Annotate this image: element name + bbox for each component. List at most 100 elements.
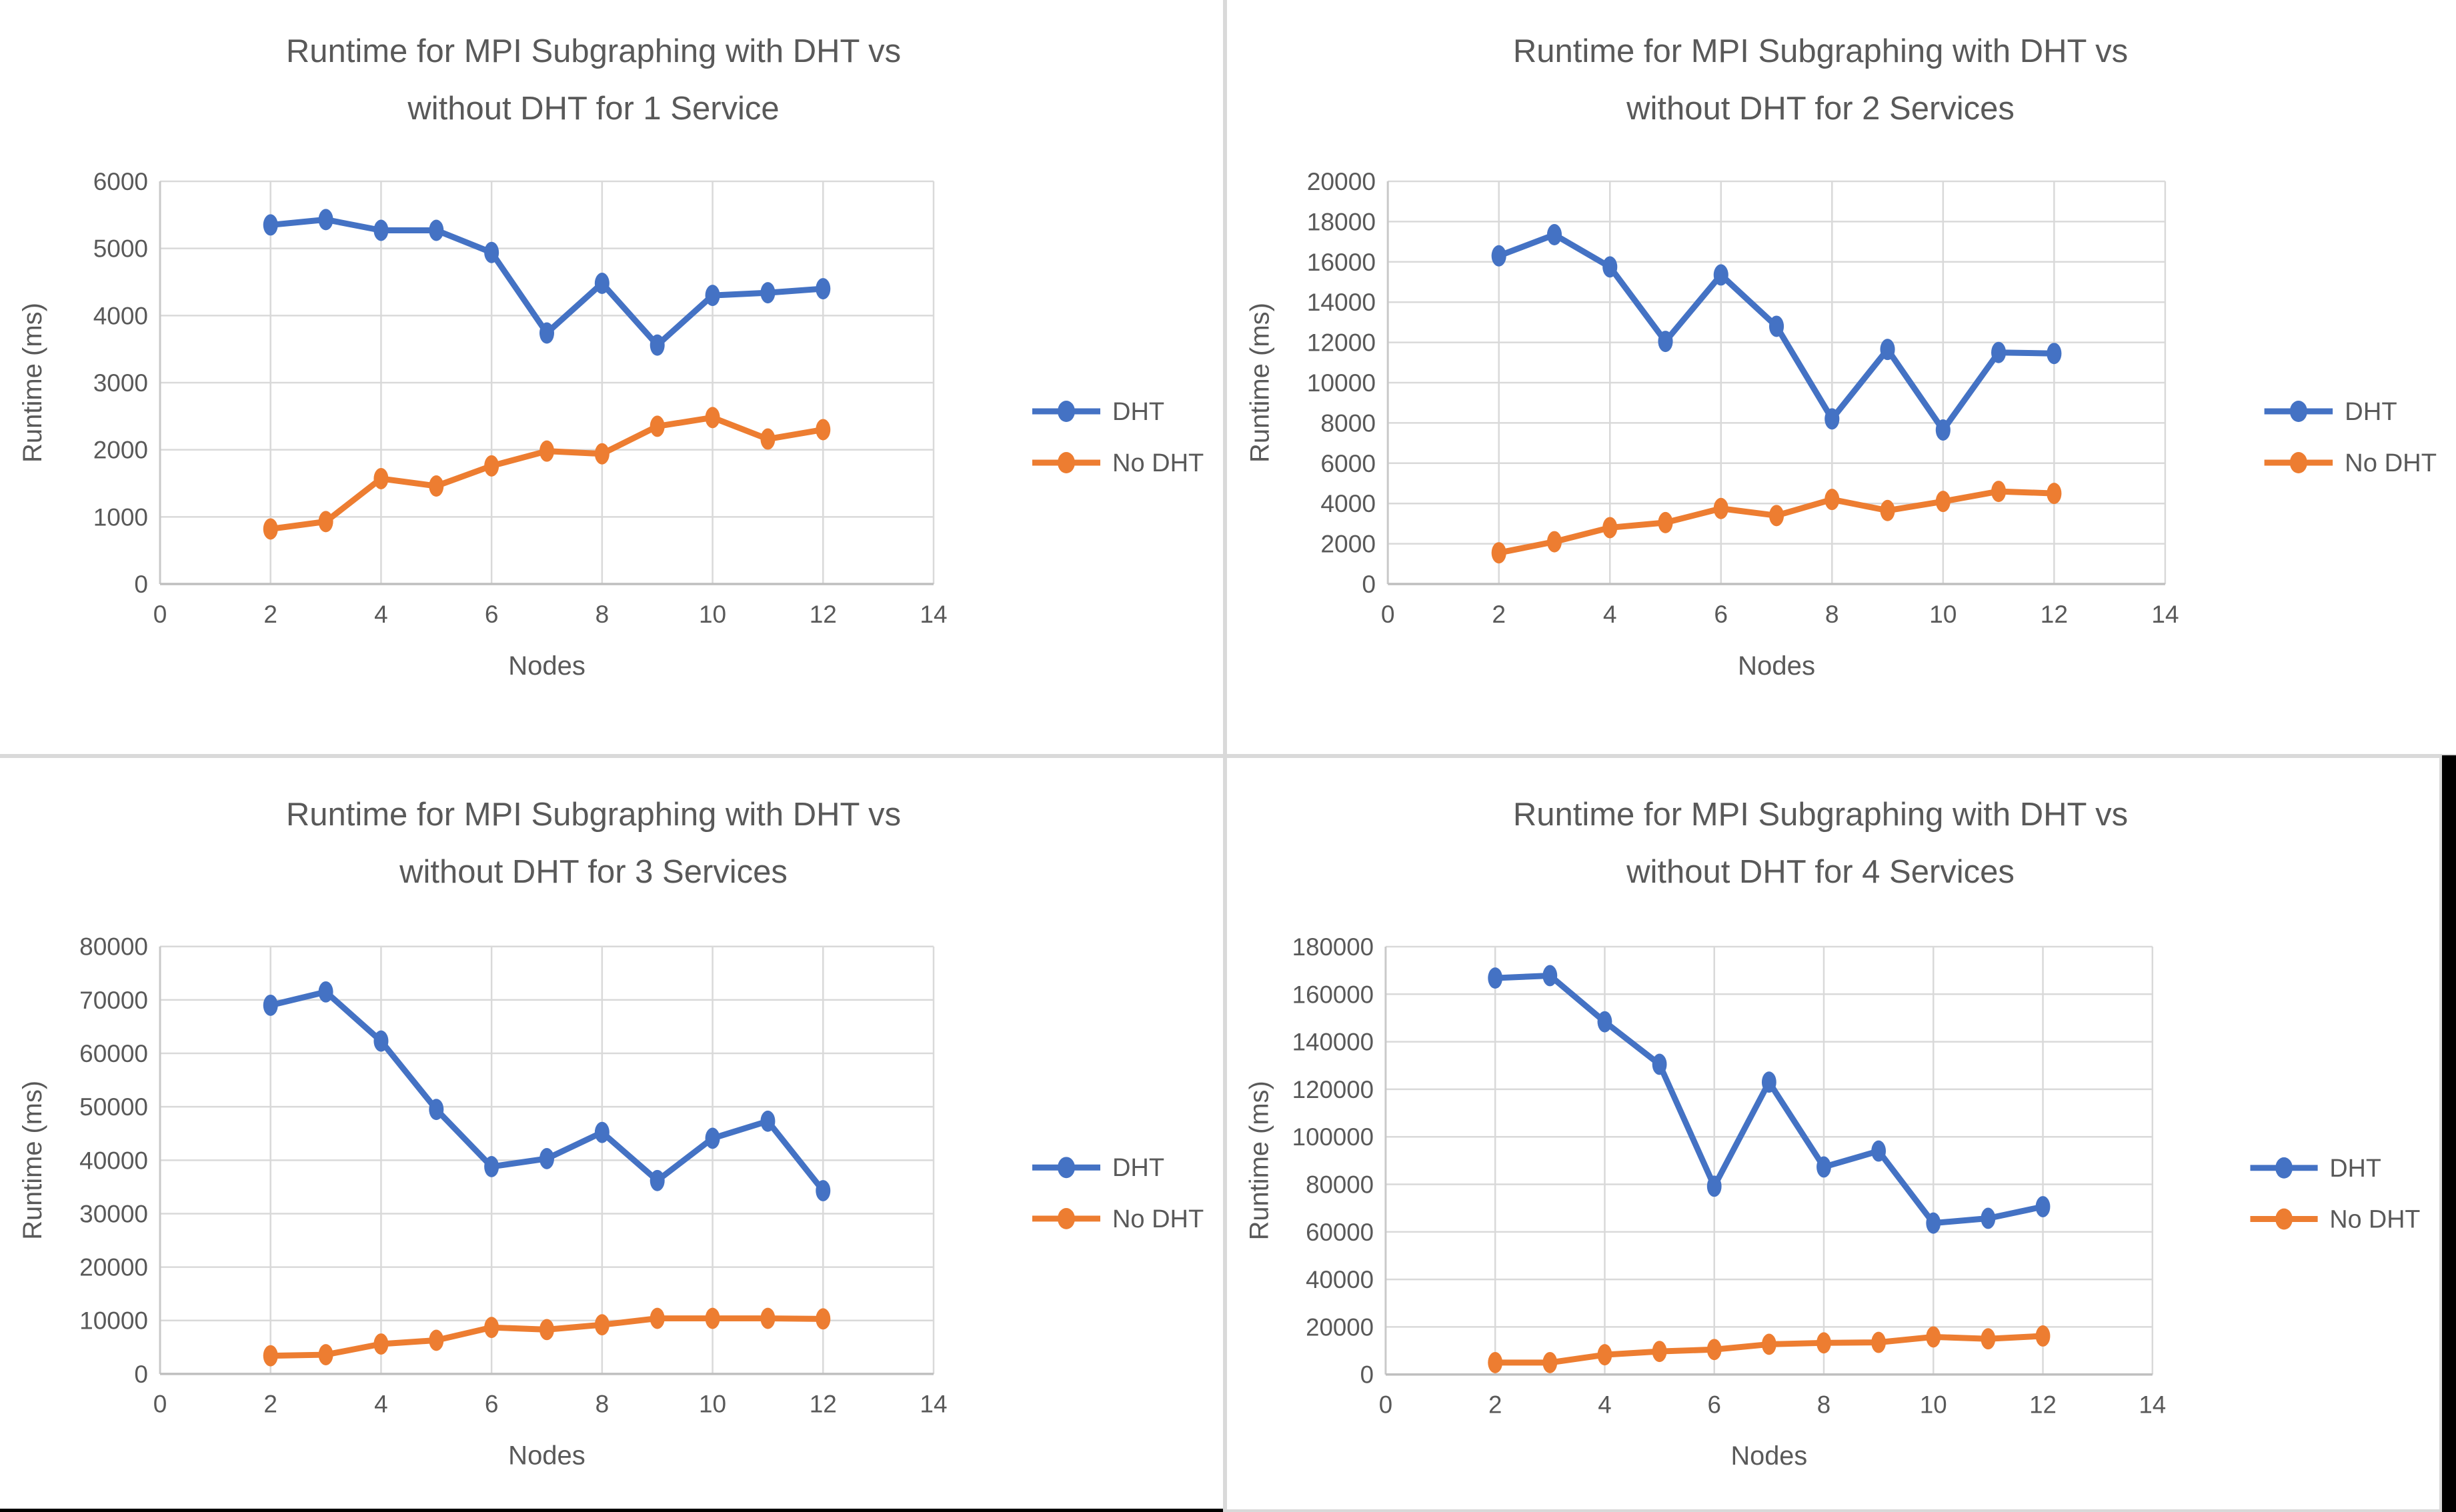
- chart-panel-3-services: Runtime for MPI Subgraphing with DHT vs …: [0, 758, 1223, 1509]
- data-point-dht: [705, 1127, 720, 1149]
- x-tick-label: 14: [2151, 600, 2179, 628]
- data-point-no-dht: [1871, 1331, 1887, 1353]
- data-point-dht: [1824, 408, 1840, 430]
- x-tick-label: 12: [810, 1391, 837, 1418]
- y-tick-label: 50000: [79, 1093, 148, 1121]
- data-point-dht: [760, 1110, 776, 1132]
- data-point-no-dht: [816, 1308, 831, 1330]
- data-point-no-dht: [1768, 505, 1784, 527]
- data-point-no-dht: [1935, 491, 1951, 513]
- data-point-dht: [594, 1121, 609, 1143]
- data-point-no-dht: [484, 455, 499, 477]
- x-axis-title: Nodes: [508, 1441, 585, 1470]
- chart-title: Runtime for MPI Subgraphing with DHT vs …: [0, 786, 1187, 901]
- y-tick-label: 80000: [79, 933, 148, 961]
- y-axis-title: Runtime (ms): [1245, 303, 1274, 463]
- data-point-dht: [429, 219, 444, 241]
- data-point-no-dht: [1652, 1341, 1667, 1363]
- legend-marker: [1058, 401, 1075, 422]
- x-tick-label: 12: [2029, 1391, 2057, 1418]
- data-point-no-dht: [2047, 483, 2062, 505]
- x-tick-label: 14: [2139, 1391, 2166, 1418]
- x-axis-title: Nodes: [508, 651, 585, 681]
- data-point-dht: [1491, 245, 1506, 267]
- data-point-dht: [2047, 343, 2062, 365]
- data-point-no-dht: [429, 475, 444, 497]
- data-point-dht: [484, 1156, 499, 1177]
- x-tick-label: 6: [1714, 600, 1728, 628]
- x-tick-label: 0: [153, 1391, 167, 1418]
- y-tick-label: 10000: [1307, 369, 1376, 397]
- data-point-dht: [1713, 264, 1728, 286]
- data-point-no-dht: [1816, 1332, 1831, 1354]
- chart-title: Runtime for MPI Subgraphing with DHT vs …: [1227, 23, 2414, 137]
- data-point-no-dht: [1991, 481, 2007, 503]
- data-point-dht: [705, 285, 720, 307]
- y-tick-label: 6000: [93, 168, 148, 195]
- y-tick-label: 40000: [1306, 1266, 1374, 1293]
- x-tick-label: 10: [699, 601, 726, 628]
- chart-title-line2: without DHT for 1 Service: [407, 91, 780, 127]
- data-point-dht: [373, 219, 389, 241]
- data-point-no-dht: [1602, 517, 1618, 539]
- x-tick-label: 8: [1825, 600, 1839, 628]
- data-point-dht: [1706, 1175, 1722, 1197]
- chart-title: Runtime for MPI Subgraphing with DHT vs …: [0, 23, 1187, 137]
- data-point-no-dht: [760, 428, 776, 450]
- y-tick-label: 180000: [1292, 933, 1374, 961]
- legend-label: No DHT: [1112, 1205, 1204, 1233]
- data-point-no-dht: [373, 467, 389, 489]
- x-tick-label: 10: [1920, 1391, 1947, 1418]
- data-point-no-dht: [2035, 1325, 2051, 1347]
- x-tick-label: 0: [1379, 1391, 1392, 1418]
- data-point-no-dht: [1926, 1326, 1941, 1348]
- data-point-dht: [1488, 967, 1503, 989]
- y-tick-label: 16000: [1307, 248, 1376, 276]
- data-point-no-dht: [263, 1345, 278, 1367]
- x-tick-label: 6: [1708, 1391, 1721, 1418]
- legend-marker: [2275, 1208, 2293, 1230]
- chart-title-line1: Runtime for MPI Subgraphing with DHT vs: [285, 33, 902, 69]
- x-tick-label: 8: [595, 601, 609, 628]
- y-tick-label: 20000: [1306, 1313, 1374, 1341]
- data-point-dht: [1981, 1207, 1996, 1229]
- chart-title: Runtime for MPI Subgraphing with DHT vs …: [1227, 786, 2414, 901]
- y-tick-label: 60000: [1306, 1219, 1374, 1246]
- legend-label: No DHT: [2329, 1205, 2420, 1233]
- y-tick-label: 2000: [1320, 530, 1376, 558]
- x-tick-label: 14: [920, 1391, 947, 1418]
- x-axis-title: Nodes: [1731, 1441, 1808, 1471]
- chart-title-line2: without DHT for 2 Services: [1626, 91, 2015, 127]
- x-tick-label: 6: [485, 601, 499, 628]
- y-tick-label: 100000: [1292, 1123, 1374, 1151]
- chart-title-line2: without DHT for 3 Services: [399, 854, 788, 890]
- x-tick-label: 10: [699, 1391, 726, 1418]
- data-point-no-dht: [650, 415, 665, 437]
- x-tick-label: 12: [2041, 600, 2068, 628]
- x-tick-label: 6: [485, 1391, 499, 1418]
- x-tick-label: 4: [1598, 1391, 1611, 1418]
- x-tick-label: 4: [1603, 600, 1617, 628]
- data-point-dht: [594, 273, 609, 295]
- data-point-no-dht: [1491, 542, 1506, 564]
- x-tick-label: 0: [153, 601, 167, 628]
- y-axis-title: Runtime (ms): [18, 303, 47, 463]
- chart-title-line2: without DHT for 4 Services: [1626, 854, 2015, 890]
- data-point-no-dht: [484, 1317, 499, 1339]
- data-point-no-dht: [1761, 1333, 1776, 1355]
- y-tick-label: 1000: [93, 503, 148, 531]
- legend-label: DHT: [2329, 1155, 2381, 1183]
- y-tick-label: 140000: [1292, 1028, 1374, 1055]
- data-point-no-dht: [1713, 497, 1728, 519]
- data-point-dht: [1546, 224, 1562, 246]
- y-tick-label: 0: [134, 571, 148, 598]
- chart-panel-1-service: Runtime for MPI Subgraphing with DHT vs …: [0, 0, 1223, 754]
- data-point-dht: [484, 241, 499, 263]
- data-point-dht: [1597, 1011, 1612, 1033]
- y-tick-label: 6000: [1320, 449, 1376, 477]
- line-chart-3-services: 0 10000 20000 30000 40000 50000 60000 70000 8000…: [18, 933, 1204, 1471]
- data-point-no-dht: [539, 1319, 554, 1341]
- data-point-no-dht: [1981, 1328, 1996, 1350]
- legend-label: DHT: [1112, 398, 1164, 426]
